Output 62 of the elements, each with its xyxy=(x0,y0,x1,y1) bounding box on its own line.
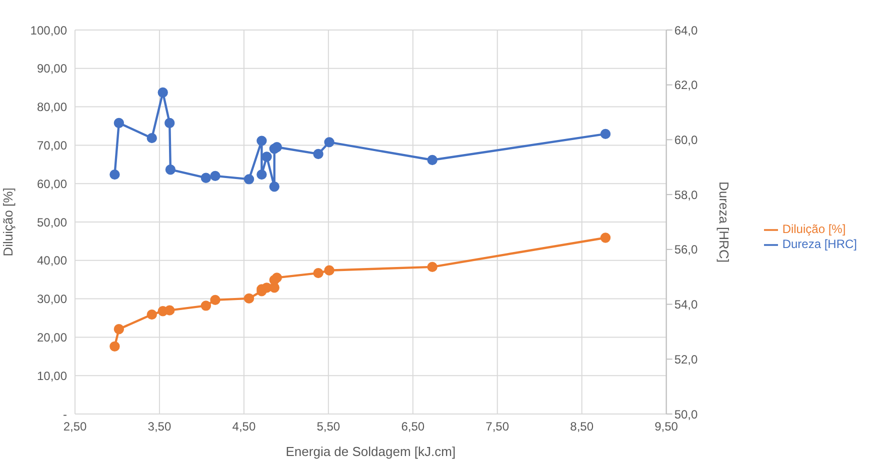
point xyxy=(600,128,611,140)
point xyxy=(146,132,157,144)
x-tick-label: 7,50 xyxy=(486,420,510,434)
point xyxy=(146,309,157,320)
y2-tick-label: 58,0 xyxy=(674,188,698,202)
point xyxy=(244,293,254,304)
point xyxy=(165,164,176,175)
x-tick-label: 5,50 xyxy=(316,420,340,434)
point xyxy=(427,262,438,272)
y-tick-label: - xyxy=(63,407,67,422)
y2-tick-label: 54,0 xyxy=(674,298,698,312)
point xyxy=(210,294,220,306)
point xyxy=(269,182,280,192)
x-tick-label: 8,50 xyxy=(570,420,594,434)
y-tick-label: 20,00 xyxy=(36,330,68,344)
y2-tick-label: 56,0 xyxy=(674,242,698,257)
point xyxy=(114,324,124,334)
x-axis-title: Energia de Soldagem [kJ.cm] xyxy=(286,444,456,459)
x-tick-label: 9,50 xyxy=(654,420,678,434)
point xyxy=(210,170,220,182)
y2-axis-title: Dureza [HRC] xyxy=(716,182,732,262)
y-tick-label: 40,00 xyxy=(36,254,68,268)
y-tick-label: 60,00 xyxy=(36,176,68,191)
point xyxy=(110,341,120,352)
point xyxy=(200,172,212,183)
point xyxy=(110,169,120,180)
point xyxy=(256,136,267,146)
y2-tick-label: 62,0 xyxy=(674,78,698,92)
point xyxy=(256,169,267,180)
point xyxy=(164,118,175,128)
point xyxy=(262,152,272,162)
y-tick-label: 80,00 xyxy=(36,100,68,114)
y2-tick-label: 60,0 xyxy=(674,132,698,147)
y-tick-label: 50,00 xyxy=(36,215,68,230)
point xyxy=(272,142,282,152)
y2-tick-label: 52,0 xyxy=(674,352,698,366)
x-tick-label: 6,50 xyxy=(401,420,425,434)
point xyxy=(324,265,334,276)
point xyxy=(114,118,124,128)
y-tick-label: 90,00 xyxy=(36,62,68,76)
point xyxy=(272,272,282,283)
point xyxy=(324,137,334,148)
x-tick-label: 2,50 xyxy=(63,420,87,434)
x-tick-label: 4,50 xyxy=(232,420,256,434)
y-tick-label: 100,00 xyxy=(30,23,68,38)
point xyxy=(164,305,175,316)
point xyxy=(313,268,324,278)
y2-tick-label: 50,0 xyxy=(674,407,698,422)
point xyxy=(600,232,611,243)
y-tick-label: 10,00 xyxy=(36,368,68,383)
y2-tick-label: 64,0 xyxy=(674,23,698,38)
point xyxy=(313,148,324,160)
legend-label: Dureza [HRC] xyxy=(782,237,857,251)
y-tick-label: 70,00 xyxy=(36,138,68,152)
y-tick-label: 30,00 xyxy=(36,292,68,306)
y-axis-title: Diluição [%] xyxy=(0,188,16,256)
point xyxy=(200,300,212,311)
legend-label: Diluição [%] xyxy=(782,222,846,236)
point xyxy=(244,174,254,184)
point xyxy=(427,154,438,166)
x-tick-label: 3,50 xyxy=(148,420,172,434)
point xyxy=(158,87,168,98)
